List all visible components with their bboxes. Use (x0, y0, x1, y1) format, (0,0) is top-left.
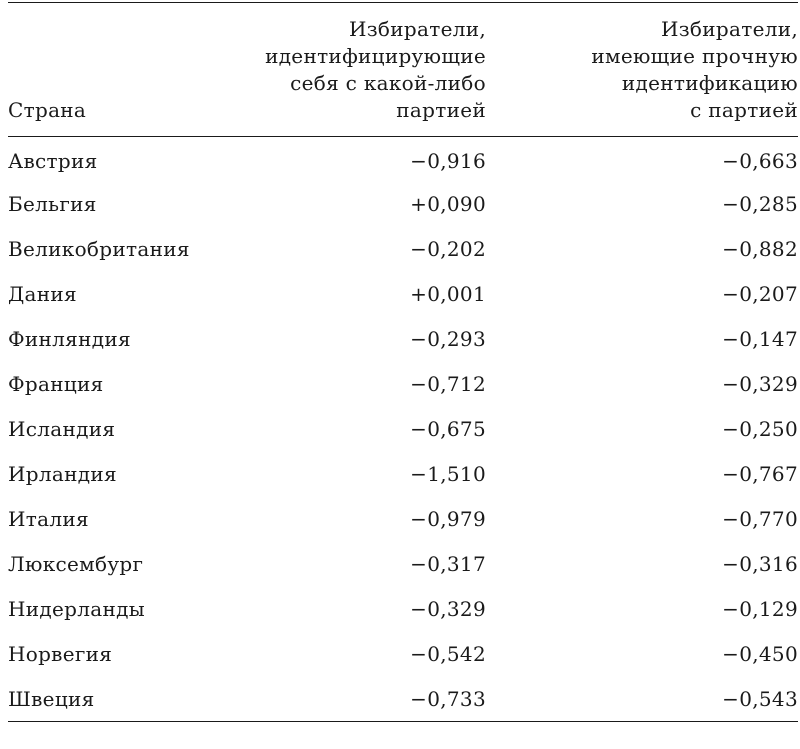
strong-identifiers-value: −0,207 (722, 282, 798, 306)
country-cell: Дания (8, 282, 77, 306)
party-identifiers-value: −0,317 (410, 552, 486, 576)
table-row: Швеция −0,733 −0,543 (8, 677, 798, 722)
table-header: Страна Избиратели, идентифицирующие себя… (8, 2, 798, 137)
table-row: Австрия −0,916 −0,663 (8, 137, 798, 182)
country-cell: Италия (8, 507, 89, 531)
strong-identifiers-value: −0,129 (722, 597, 798, 621)
strong-identifiers-value: −0,450 (722, 642, 798, 666)
party-identifiers-value: −0,675 (410, 417, 486, 441)
party-identifiers-value: −0,329 (410, 597, 486, 621)
country-cell: Ирландия (8, 462, 117, 486)
country-cell: Исландия (8, 417, 116, 441)
table-row: Великобритания −0,202 −0,882 (8, 227, 798, 272)
party-identifiers-value: −0,542 (410, 642, 486, 666)
strong-identifiers-value: −0,770 (722, 507, 798, 531)
table-row: Дания +0,001 −0,207 (8, 272, 798, 317)
table-body: Австрия −0,916 −0,663 Бельгия +0,090 −0,… (8, 137, 798, 722)
country-cell: Нидерланды (8, 597, 145, 621)
header-strong-identifiers: Избиратели, имеющие прочную идентификаци… (591, 17, 798, 122)
party-identifiers-value: +0,001 (410, 282, 486, 306)
strong-identifiers-value: −0,250 (722, 417, 798, 441)
header-party-identifiers: Избиратели, идентифицирующие себя с како… (265, 17, 486, 122)
party-identifiers-value: −0,202 (410, 237, 486, 261)
strong-identifiers-value: −0,329 (722, 372, 798, 396)
table-row: Финляндия −0,293 −0,147 (8, 317, 798, 362)
party-identifiers-value: −0,293 (410, 327, 486, 351)
table-row: Италия −0,979 −0,770 (8, 497, 798, 542)
strong-identifiers-value: −0,663 (722, 149, 798, 174)
party-identifiers-value: −0,712 (410, 372, 486, 396)
strong-identifiers-value: −0,285 (722, 192, 798, 216)
party-identifiers-value: −0,979 (410, 507, 486, 531)
country-cell: Финляндия (8, 327, 131, 351)
table-row: Нидерланды −0,329 −0,129 (8, 587, 798, 632)
strong-identifiers-value: −0,882 (722, 237, 798, 261)
country-cell: Люксембург (8, 552, 144, 576)
table-row: Исландия −0,675 −0,250 (8, 407, 798, 452)
header-row: Страна Избиратели, идентифицирующие себя… (8, 2, 798, 137)
header-country: Страна (8, 98, 87, 122)
country-cell: Швеция (8, 686, 95, 711)
party-identifiers-value: +0,090 (410, 192, 486, 216)
country-cell: Бельгия (8, 192, 97, 216)
table-row: Люксембург −0,317 −0,316 (8, 542, 798, 587)
data-table: Страна Избиратели, идентифицирующие себя… (8, 2, 798, 722)
strong-identifiers-value: −0,767 (722, 462, 798, 486)
country-cell: Австрия (8, 149, 98, 174)
table-row: Норвегия −0,542 −0,450 (8, 632, 798, 677)
strong-identifiers-value: −0,316 (722, 552, 798, 576)
party-identifiers-value: −0,733 (410, 686, 486, 711)
country-cell: Норвегия (8, 642, 113, 666)
party-identifiers-value: −0,916 (410, 149, 486, 174)
table-row: Франция −0,712 −0,329 (8, 362, 798, 407)
country-cell: Франция (8, 372, 104, 396)
strong-identifiers-value: −0,543 (722, 686, 798, 711)
table-row: Бельгия +0,090 −0,285 (8, 182, 798, 227)
country-cell: Великобритания (8, 237, 190, 261)
party-identifiers-value: −1,510 (410, 462, 486, 486)
strong-identifiers-value: −0,147 (722, 327, 798, 351)
table-row: Ирландия −1,510 −0,767 (8, 452, 798, 497)
